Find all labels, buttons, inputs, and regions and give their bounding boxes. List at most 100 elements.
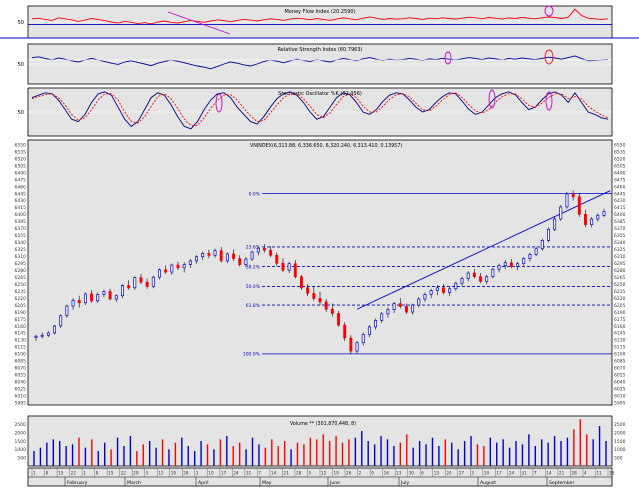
volume-bar [271,439,273,466]
volume-bar [181,437,183,466]
candle-body [503,262,507,266]
candle-body [565,193,569,208]
x-axis-day-label: 13 [434,471,440,476]
x-axis-month-label: April [198,480,209,486]
x-axis-day-label: 17 [221,471,227,476]
candle-body [225,253,229,262]
volume-bar [386,439,389,466]
x-axis-month-label: May [262,480,272,486]
price-y-tick-label-right: 6505 [614,163,626,169]
stoch-marker-ellipse [488,89,496,109]
volume-y-tick-label-right: 1500 [614,439,626,445]
x-axis-day-label: 12 [158,471,164,476]
x-axis-day-label: 6 [421,471,424,476]
volume-bar [316,439,318,466]
volume-bar [226,436,228,466]
price-y-tick-label-right: 6040 [614,380,626,386]
candle-body [404,306,408,313]
candle-body [158,269,161,278]
volume-bar [245,449,247,466]
volume-bar [103,442,106,466]
candle-body [491,268,495,278]
candle-body [417,298,421,306]
candle-body [485,276,489,282]
price-y-tick-label: 6535 [15,149,27,155]
x-axis-day-label: 4 [584,471,587,476]
candle-body [584,214,587,225]
candle-body [423,294,427,300]
price-y-tick-label: 6310 [15,254,27,260]
price-y-tick-label-right: 6310 [614,254,626,260]
candle-body [238,258,242,265]
volume-bar [348,439,350,466]
candle-body [46,332,50,336]
volume-bar [361,431,363,466]
volume-bar [406,434,408,466]
candle-body [293,263,297,278]
volume-bar [528,434,530,466]
rsi-marker-ellipse [544,49,554,65]
candle-body [40,334,44,337]
volume-bar [341,442,344,466]
price-y-tick-label: 6295 [15,261,27,267]
volume-bar [373,444,376,466]
volume-bar [219,439,222,466]
candle-body [577,196,581,215]
volume-bar [470,436,472,466]
x-axis-day-label: 11 [596,471,602,476]
volume-bar [476,444,479,466]
candle-body [571,193,575,198]
x-axis-month-label: September [549,480,575,486]
candle-body [349,337,353,352]
stochastic-panel-title: Stochastic Oscillator %K (82.956) [278,91,362,97]
volume-y-tick-label: 500 [17,455,26,461]
price-y-tick-label-right: 6430 [614,198,626,204]
price-y-tick-label: 6025 [15,387,27,393]
candle-body [59,315,63,327]
candle-body [250,251,254,260]
candle-body [374,320,378,328]
volume-y-tick-label: 2500 [15,422,27,428]
price-y-tick-label: 6280 [15,268,27,274]
x-axis-month-label: July [400,480,410,486]
x-axis-day-label: 26 [346,471,352,476]
x-axis-day-label: 14 [271,471,277,476]
candle-body [127,285,131,289]
candle-body [460,278,464,284]
volume-bar [187,446,189,466]
x-axis-day-label: 15 [58,471,64,476]
price-y-tick-label-right: 6355 [614,233,626,239]
x-axis-day-label: 31 [246,471,252,476]
price-y-tick-label-right: 6025 [614,387,626,393]
volume-bar [457,449,459,466]
volume-y-tick-label-right: 500 [614,455,623,461]
price-y-tick-label: 6340 [15,240,27,246]
volume-bar [463,441,466,466]
stochastic-panel-tick: 50 [18,110,24,116]
price-y-tick-label-right: 6325 [614,247,626,253]
x-axis-day-label: 7 [258,471,261,476]
price-y-tick-label-right: 6130 [614,338,626,344]
volume-bar [116,437,119,466]
candle-body [318,298,322,303]
volume-bar [579,419,581,466]
price-y-tick-label-right: 6265 [614,275,626,281]
candle-body [90,293,94,302]
candle-body [559,206,563,220]
fib-level-label: 23.6% [246,245,261,251]
stochastic-panel-series-line [31,92,609,126]
price-y-tick-label-right: 6115 [614,345,626,351]
candle-body [516,263,520,267]
candle-body [386,309,390,315]
price-y-tick-label-right: 6055 [614,373,626,379]
candle-body [102,291,106,295]
volume-bar [534,446,537,466]
money-flow-panel-tick: 50 [18,20,24,26]
x-axis-day-label: 1 [33,471,36,476]
volume-bar [309,437,312,466]
x-axis-day-label: 2 [359,471,362,476]
volume-bar [586,434,588,466]
candle-body [509,262,513,267]
volume-bar [328,441,331,466]
volume-bar [33,451,35,466]
